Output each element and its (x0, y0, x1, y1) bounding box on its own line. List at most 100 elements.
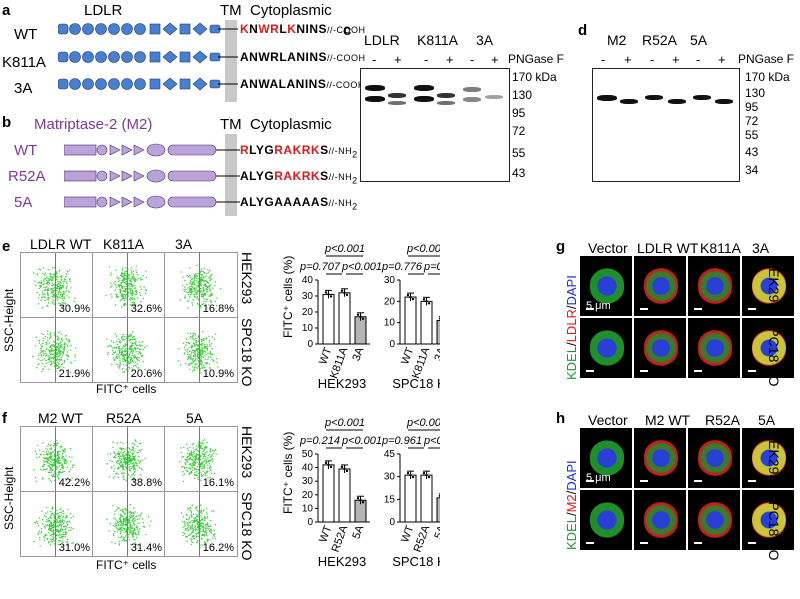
seq-wt-m2: RLYGRAKRKS//-NH2 (240, 143, 358, 160)
band (597, 95, 617, 101)
y-tick-label: 20 (302, 307, 314, 318)
flow-col-m2-wt: M2 WT (38, 410, 84, 426)
micrograph (634, 428, 686, 488)
bar (420, 300, 433, 345)
micro-col-m2-wt: M2 WT (645, 412, 691, 428)
micro-col-5a-h: 5A (758, 412, 776, 428)
western-blot-c (360, 68, 510, 182)
panel-label-h: h (556, 410, 566, 427)
data-point (411, 297, 415, 301)
p-value-right: p<0.001 (423, 435, 440, 447)
y-tick-label: 20 (384, 296, 396, 307)
y-tick-label: 30 (302, 291, 314, 302)
lane-label-5a-d: 5A (690, 32, 708, 48)
flow-plot: 31.4% (92, 491, 166, 557)
sign-c-3: - (424, 52, 429, 67)
seq-wt-ldlr: KNWRLKNINS//-COOH (240, 22, 366, 36)
row-label-5a: 5A (14, 194, 33, 211)
flow-xlabel-f: FITC⁺ cells (96, 558, 157, 572)
sign-c-2: + (394, 52, 402, 67)
data-point (361, 501, 365, 504)
sign-d-4: + (672, 52, 680, 67)
tm-header-a: TM (220, 2, 242, 19)
micro-col-k811a-g: K811A (700, 240, 741, 256)
flow-col-ldlr-wt: LDLR WT (30, 236, 92, 252)
seq-5a: ALYGAAAAAS//-NH2 (240, 195, 358, 212)
tm-bar-b (225, 134, 237, 216)
data-point (329, 465, 333, 469)
band (365, 85, 385, 91)
y-tick-label: 0 (307, 517, 313, 528)
marker-c-170: 170 kDa (512, 70, 557, 84)
flow-plot: 30.9% (20, 252, 94, 318)
data-point (343, 291, 346, 294)
marker-d-95: 95 (745, 100, 759, 114)
data-point (345, 293, 349, 296)
micrograph (580, 256, 632, 316)
band (437, 101, 455, 105)
micro-col-ldlr-wt: LDLR WT (637, 240, 699, 256)
data-point (438, 317, 440, 320)
stain-label-h: KDEL/M2/DAPI (564, 460, 579, 550)
y-tick-label: 15 (384, 494, 396, 505)
seq-k811a: ANWRLANINS//-COOH (240, 50, 366, 64)
bar (354, 316, 367, 345)
flow-ylabel-e: SSC-Height (2, 288, 16, 352)
band (693, 95, 711, 100)
sign-d-2: + (624, 52, 632, 67)
band (620, 99, 638, 104)
bar (436, 320, 440, 345)
data-point (324, 291, 328, 294)
pngase-label-c: PNGase F (508, 52, 565, 66)
data-point (345, 469, 349, 473)
band (463, 87, 481, 92)
ldlr-header: LDLR (84, 2, 123, 19)
lane-label-ldlr: LDLR (364, 32, 400, 48)
micrograph (688, 256, 740, 316)
bar (322, 293, 335, 345)
data-point (427, 475, 431, 479)
marker-d-43: 43 (745, 145, 759, 159)
band (414, 96, 434, 102)
bar (322, 464, 335, 523)
flow-ylabel-f: SSC-Height (2, 466, 16, 530)
p-value-right: p<0.001 (341, 261, 382, 273)
band (365, 96, 385, 102)
cytoplasmic-header-b: Cytoplasmic (250, 116, 332, 133)
row-label-spc18ko-f: SPC18 KO (239, 492, 255, 561)
x-tick-label: 3A (350, 345, 366, 362)
y-tick-label: 30 (302, 476, 314, 487)
tm-header-b: TM (220, 116, 242, 133)
p-value-top: p<0.001 (406, 243, 440, 255)
marker-d-170: 170 kDa (745, 70, 790, 84)
y-tick-label: 20 (302, 490, 314, 501)
bar (404, 474, 417, 523)
row-label-hek293-e: HEK293 (239, 252, 255, 305)
y-tick-label: 10 (384, 318, 396, 329)
panel-label-b: b (2, 114, 12, 131)
flow-plot: 10.9% (164, 317, 238, 383)
marker-d-55: 55 (745, 128, 759, 142)
bar (404, 296, 417, 345)
micrograph (634, 256, 686, 316)
p-value-right: p=0.002 (423, 261, 440, 273)
flow-col-3a: 3A (175, 236, 193, 252)
band (414, 85, 434, 91)
m2-header: Matriptase-2 (M2) (34, 116, 153, 133)
ldlr-domain-diagram (58, 22, 238, 91)
row-label-hek293-h: HEK293 (766, 430, 782, 483)
data-point (427, 302, 431, 305)
x-tick-label: 5A (350, 523, 366, 540)
x-tick-label: WT (399, 346, 416, 366)
row-label-wt-b: WT (14, 142, 38, 159)
flow-plot: 31.0% (20, 491, 94, 557)
tm-bar-a (225, 20, 237, 102)
sign-c-6: + (491, 52, 499, 67)
bar-ylabel: FITC⁺ cells (%) (282, 432, 295, 514)
flow-plot: 32.6% (92, 252, 166, 318)
marker-c-72: 72 (512, 124, 526, 138)
data-point (359, 499, 362, 502)
data-point (343, 467, 346, 471)
row-label-hek293-f: HEK293 (239, 426, 255, 479)
lane-label-r52a-d: R52A (642, 32, 678, 48)
